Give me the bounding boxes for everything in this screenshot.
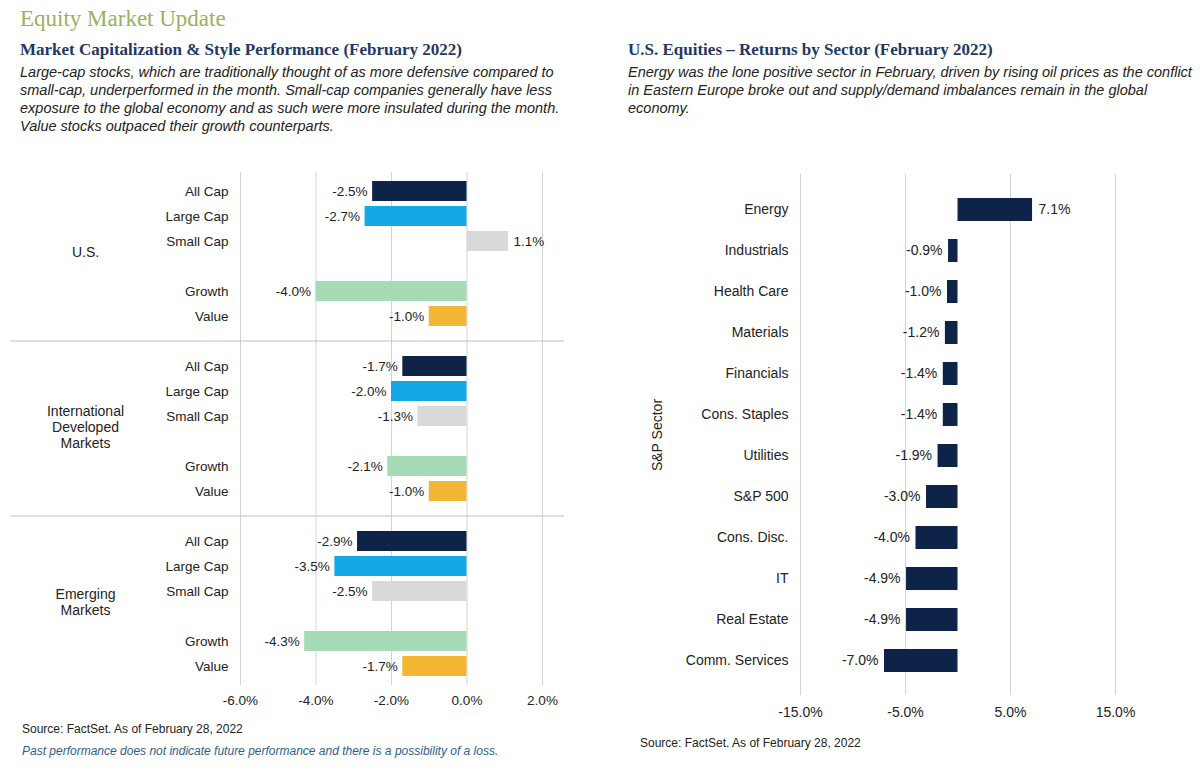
- svg-text:Large Cap: Large Cap: [165, 384, 228, 399]
- html-text:U.S. Equities – Returns by Sec: U.S. Equities – Returns by Sector (Febru…: [628, 40, 993, 59]
- svg-text:-1.4%: -1.4%: [901, 365, 938, 381]
- svg-text:Comm. Services: Comm. Services: [686, 652, 789, 668]
- svg-text:U.S.: U.S.: [72, 244, 99, 260]
- svg-text:-2.7%: -2.7%: [325, 209, 360, 224]
- svg-text:-2.5%: -2.5%: [332, 184, 367, 199]
- svg-text:Cons. Staples: Cons. Staples: [701, 406, 788, 422]
- html-text:Large-cap stocks, which are tr: Large-cap stocks, which are traditionall…: [20, 64, 560, 134]
- svg-text:-2.1%: -2.1%: [347, 459, 382, 474]
- svg-text:-3.5%: -3.5%: [295, 559, 330, 574]
- svg-text:Growth: Growth: [185, 459, 229, 474]
- svg-text:Growth: Growth: [185, 284, 229, 299]
- svg-text:-1.9%: -1.9%: [895, 447, 932, 463]
- svg-text:Materials: Materials: [732, 324, 789, 340]
- svg-text:Real Estate: Real Estate: [716, 611, 789, 627]
- svg-text:Value: Value: [195, 659, 229, 674]
- svg-text:Large Cap: Large Cap: [165, 559, 228, 574]
- svg-text:-1.0%: -1.0%: [389, 309, 424, 324]
- svg-text:Cons. Disc.: Cons. Disc.: [717, 529, 789, 545]
- svg-text:Value: Value: [195, 484, 229, 499]
- svg-text:Utilities: Utilities: [743, 447, 788, 463]
- svg-text:-1.7%: -1.7%: [363, 359, 398, 374]
- svg-text:0.0%: 0.0%: [452, 693, 483, 708]
- svg-text:Small Cap: Small Cap: [166, 234, 228, 249]
- svg-text:S&P Sector: S&P Sector: [649, 399, 665, 471]
- svg-text:Energy: Energy: [744, 201, 788, 217]
- svg-text:All Cap: All Cap: [185, 184, 229, 199]
- svg-text:-4.0%: -4.0%: [298, 693, 333, 708]
- svg-text:-7.0%: -7.0%: [842, 652, 879, 668]
- svg-text:-6.0%: -6.0%: [223, 693, 258, 708]
- svg-text:S&P 500: S&P 500: [733, 488, 788, 504]
- svg-text:-4.9%: -4.9%: [864, 570, 901, 586]
- svg-text:-5.0%: -5.0%: [887, 704, 924, 720]
- svg-text:All Cap: All Cap: [185, 359, 229, 374]
- svg-text:-1.4%: -1.4%: [901, 406, 938, 422]
- svg-text:-0.9%: -0.9%: [906, 242, 943, 258]
- svg-text:-2.0%: -2.0%: [351, 384, 386, 399]
- svg-text:Value: Value: [195, 309, 229, 324]
- svg-text:7.1%: 7.1%: [1039, 201, 1071, 217]
- svg-text:InternationalDevelopedMarkets: InternationalDevelopedMarkets: [47, 403, 124, 451]
- svg-text:-2.5%: -2.5%: [332, 584, 367, 599]
- html-text:Market Capitalization & Style: Market Capitalization & Style Performanc…: [20, 40, 462, 59]
- svg-text:-1.0%: -1.0%: [905, 283, 942, 299]
- svg-text:-1.7%: -1.7%: [363, 659, 398, 674]
- svg-text:-4.9%: -4.9%: [864, 611, 901, 627]
- svg-text:1.1%: 1.1%: [514, 234, 545, 249]
- svg-text:-2.9%: -2.9%: [317, 534, 352, 549]
- svg-text:-1.0%: -1.0%: [389, 484, 424, 499]
- html-text:Equity Market Update: Equity Market Update: [20, 6, 226, 31]
- svg-text:Small Cap: Small Cap: [166, 584, 228, 599]
- svg-text:5.0%: 5.0%: [995, 704, 1027, 720]
- html-text:Source: FactSet. As of Februar: Source: FactSet. As of February 28, 2022: [640, 736, 861, 750]
- svg-text:-4.3%: -4.3%: [264, 634, 299, 649]
- svg-text:Large Cap: Large Cap: [165, 209, 228, 224]
- svg-text:-1.3%: -1.3%: [378, 409, 413, 424]
- svg-text:Small Cap: Small Cap: [166, 409, 228, 424]
- svg-text:2.0%: 2.0%: [527, 693, 558, 708]
- svg-text:Growth: Growth: [185, 634, 229, 649]
- svg-text:IT: IT: [776, 570, 789, 586]
- svg-text:-4.0%: -4.0%: [276, 284, 311, 299]
- svg-text:Industrials: Industrials: [725, 242, 789, 258]
- svg-text:15.0%: 15.0%: [1096, 704, 1136, 720]
- svg-text:-2.0%: -2.0%: [374, 693, 409, 708]
- svg-text:EmergingMarkets: EmergingMarkets: [56, 586, 116, 618]
- svg-text:-1.2%: -1.2%: [903, 324, 940, 340]
- html-text:Past performance does not indi: Past performance does not indicate futur…: [22, 744, 499, 758]
- svg-text:Health Care: Health Care: [714, 283, 789, 299]
- svg-text:All Cap: All Cap: [185, 534, 229, 549]
- svg-text:-4.0%: -4.0%: [873, 529, 910, 545]
- html-text:Source: FactSet. As of Februar: Source: FactSet. As of February 28, 2022: [22, 722, 243, 736]
- svg-text:-15.0%: -15.0%: [778, 704, 822, 720]
- svg-text:Financials: Financials: [725, 365, 788, 381]
- svg-text:-3.0%: -3.0%: [884, 488, 921, 504]
- html-text:Energy was the lone positive s: Energy was the lone positive sector in F…: [628, 64, 1192, 116]
